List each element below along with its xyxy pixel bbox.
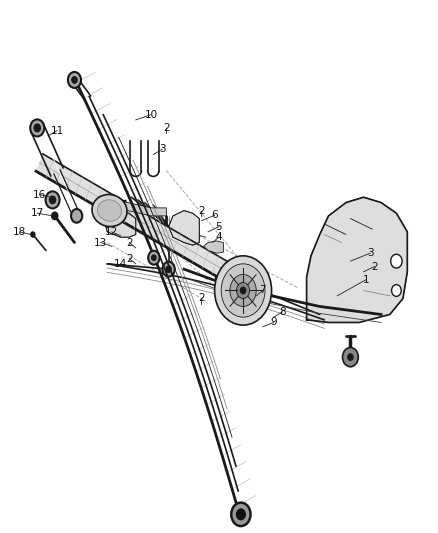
Circle shape: [148, 251, 159, 264]
Text: 12: 12: [105, 227, 118, 237]
Circle shape: [240, 287, 246, 294]
Text: 2: 2: [126, 238, 133, 247]
Text: 2: 2: [198, 206, 205, 215]
Text: 14: 14: [114, 259, 127, 269]
Text: 2: 2: [163, 123, 170, 133]
Circle shape: [31, 232, 35, 237]
Circle shape: [230, 274, 256, 306]
Ellipse shape: [98, 200, 121, 221]
Circle shape: [348, 354, 353, 360]
Text: 3: 3: [367, 248, 374, 258]
Text: 2: 2: [198, 294, 205, 303]
Circle shape: [215, 256, 272, 325]
Circle shape: [52, 212, 58, 220]
Text: 9: 9: [270, 318, 277, 327]
Text: 1: 1: [362, 275, 369, 285]
Circle shape: [30, 119, 44, 136]
Ellipse shape: [92, 195, 127, 227]
Circle shape: [34, 124, 40, 132]
Text: 4: 4: [215, 232, 223, 242]
Circle shape: [152, 255, 156, 260]
Text: 2: 2: [126, 254, 133, 263]
Circle shape: [72, 77, 77, 83]
Circle shape: [68, 72, 81, 88]
Circle shape: [71, 209, 82, 223]
Text: 6: 6: [211, 211, 218, 220]
Circle shape: [231, 503, 251, 526]
Circle shape: [221, 264, 265, 317]
Text: 8: 8: [279, 307, 286, 317]
Text: 2: 2: [371, 262, 378, 271]
Circle shape: [237, 282, 250, 298]
Text: 16: 16: [33, 190, 46, 199]
Circle shape: [391, 254, 402, 268]
Polygon shape: [36, 154, 249, 291]
Polygon shape: [104, 211, 136, 237]
Text: 10: 10: [145, 110, 158, 119]
Circle shape: [46, 191, 60, 208]
Polygon shape: [116, 200, 166, 216]
Text: 5: 5: [215, 222, 223, 231]
Text: 18: 18: [13, 227, 26, 237]
Text: 7: 7: [259, 286, 266, 295]
Text: 17: 17: [31, 208, 44, 218]
Circle shape: [392, 285, 401, 296]
Text: 13: 13: [94, 238, 107, 247]
Circle shape: [49, 196, 56, 204]
Polygon shape: [204, 241, 223, 253]
Circle shape: [162, 262, 175, 277]
Circle shape: [343, 348, 358, 367]
Text: 11: 11: [50, 126, 64, 135]
Text: 3: 3: [159, 144, 166, 154]
Circle shape: [237, 509, 245, 520]
Polygon shape: [169, 211, 199, 245]
Circle shape: [166, 266, 171, 272]
Polygon shape: [307, 197, 407, 322]
